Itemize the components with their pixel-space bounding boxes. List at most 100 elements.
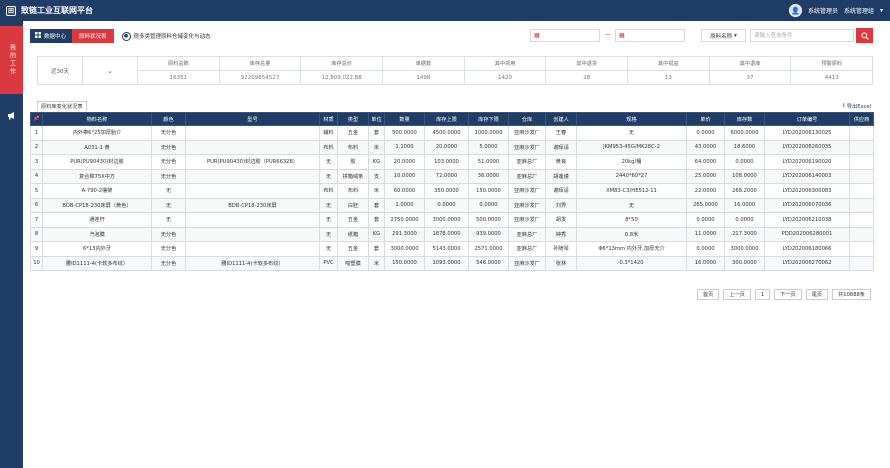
table-cell: 张林 <box>545 255 577 271</box>
table-cell: PUR(PU90430)封边胶（PUR66328） <box>185 154 320 170</box>
table-row[interactable]: 8 汽泡膜 无分色 无纸箱 KG 291.3000 1878.0000 939.0000 亚麻总… <box>30 226 874 242</box>
hint-text: 很多类管理原料仓储变化与动态 <box>133 34 211 40</box>
chevron-down-icon[interactable]: ▾ <box>879 7 883 14</box>
report-tab-button[interactable]: 原料状况表 <box>72 29 114 43</box>
table-cell: 36.0000 <box>468 168 509 184</box>
column-header[interactable]: 物料名称 <box>42 112 152 126</box>
search-field-select[interactable]: 原料名称 ▾ <box>701 29 746 42</box>
search-button[interactable] <box>856 28 873 43</box>
stat-value: 13 <box>664 74 672 81</box>
current-page-button[interactable]: 1 <box>754 289 771 300</box>
data-center-button[interactable]: 数据中心 <box>30 29 73 43</box>
table-row[interactable]: 7 通连杆无无五金套 2750.0000 3000.0000 500.0000 亚麻沙发厂… <box>30 212 874 228</box>
table-cell: 辅料 <box>319 125 338 141</box>
table-cell: 纸箱 <box>337 226 369 242</box>
table-cell: 939.0000 <box>468 226 509 242</box>
table-header-row: 📌 物料名称 颜色 型号 材质 类型 单位 数量 库存上限 库存下限 仓库 创建人 规格 单价 库存数 订单编… <box>30 112 874 126</box>
user-name[interactable]: 系统管理员 <box>807 8 838 15</box>
table-cell: 150.0000 <box>384 255 425 271</box>
table-cell: 2571.0000 <box>468 241 509 257</box>
stat-label: 单据数 <box>383 57 464 71</box>
megaphone-icon[interactable] <box>0 107 23 123</box>
column-header[interactable]: 单价 <box>686 112 725 126</box>
table-cell: 1000.0000 <box>468 125 509 141</box>
column-header[interactable]: 仓库 <box>508 112 546 126</box>
column-header[interactable]: 库存下限 <box>468 112 509 126</box>
table-cell: 黄良 <box>545 154 577 170</box>
table-cell: 6000.0000 <box>724 125 765 141</box>
table-row[interactable]: 9 6*13内外牙 无分色无五金套 3000.0000 5143.0000 2571.00… <box>30 241 874 257</box>
table-cell <box>849 255 874 271</box>
table-row[interactable]: 4 复合棉75X中方 无分色 无拼箱绒条支 10.0000 72.0000 36.0000 亚… <box>30 168 874 184</box>
table-cell: 0.0000 <box>468 197 509 213</box>
pin-icon[interactable]: 📌 <box>30 112 43 126</box>
table-cell: 20.0000 <box>424 139 469 155</box>
column-header[interactable]: 型号 <box>185 112 320 126</box>
table-cell: 3 <box>30 154 43 170</box>
table-row[interactable]: 5 A-790-2摆架无布料 布料米 60.0000 350.0000 150.0000 亚… <box>30 183 874 199</box>
stat-value: 92209854527 <box>240 74 280 81</box>
stat-column: 单据数 1498 <box>383 57 465 84</box>
table-caption: 原料库变化状况表 <box>37 101 87 111</box>
table-cell: 套 <box>368 125 385 141</box>
user-role[interactable]: 系统管理组 <box>843 8 874 15</box>
table-row[interactable]: 2 A031-1 黄无分色 布料 布料米 1.1000 20.0000 5.0000 亚麻沙发… <box>30 139 874 155</box>
table-cell: 43.0000 <box>686 139 725 155</box>
table-cell: LYD202006180066 <box>764 241 850 257</box>
search-icon <box>860 31 869 40</box>
search-input[interactable] <box>750 29 854 42</box>
start-date-input[interactable]: ▦ <box>530 29 600 42</box>
column-header[interactable]: 颜色 <box>151 112 186 126</box>
table-cell: 胡发 <box>545 212 577 228</box>
table-cell: 1878.0000 <box>424 226 469 242</box>
first-page-button[interactable]: 首页 <box>696 289 720 300</box>
last-page-button[interactable]: 尾页 <box>805 289 829 300</box>
column-header[interactable]: 创建人 <box>545 112 577 126</box>
table-cell: 内外带6°25加厚胎介 <box>42 125 152 141</box>
column-header[interactable]: 供应商 <box>849 112 874 126</box>
table-cell: 腰ID1111-4(卡软多布纹） <box>42 255 152 271</box>
chevron-down-icon[interactable]: ⌄ <box>83 57 138 84</box>
table-cell: 无 <box>151 183 186 199</box>
stat-label: 库存总价 <box>301 57 383 71</box>
column-header[interactable]: 规格 <box>576 112 687 126</box>
table-cell: KG <box>368 154 385 170</box>
table-cell: BDB-CP18-230床屏 <box>185 197 320 213</box>
column-header[interactable]: 数量 <box>384 112 425 126</box>
date-separator: — <box>605 31 611 38</box>
next-page-button[interactable]: 下一页 <box>774 289 802 300</box>
column-header[interactable]: 类型 <box>337 112 369 126</box>
table-cell: 217.3000 <box>724 226 765 242</box>
table-cell: 支 <box>368 168 385 184</box>
table-cell: 亚麻沙发厂 <box>508 212 546 228</box>
column-header[interactable]: 订单编号 <box>764 112 850 126</box>
table-cell <box>849 197 874 213</box>
sidebar-item-my-work[interactable]: 我的工作 <box>0 26 23 94</box>
table-cell: 6 <box>30 197 43 213</box>
stat-column: 其中退货 28 <box>546 57 629 84</box>
table-cell: LYD202006070036 <box>764 197 850 213</box>
table-cell: 亚麻总厂 <box>508 154 546 170</box>
user-area[interactable]: 👤 系统管理员 系统管理组 ▾ <box>788 0 883 21</box>
table-cell: 1.1000 <box>384 139 425 155</box>
calendar-icon: ▦ <box>619 32 625 39</box>
table-cell: 亚麻沙发厂 <box>508 255 546 271</box>
table-row[interactable]: 1 内外带6°25加厚胎介 无分色 辅料 五金套 500.0000 4500.0000 100… <box>30 125 874 141</box>
table-row[interactable]: 10 腰ID1111-4(卡软多布纹） 无分色 腰ID1111-4(卡软多布纹） PVC… <box>30 255 874 271</box>
stat-column: 其中领用 1420 <box>464 57 547 84</box>
prev-page-button[interactable]: 上一页 <box>723 289 751 300</box>
export-excel-button[interactable]: ⭳ 导出Excel <box>843 101 871 111</box>
column-header[interactable]: 材质 <box>319 112 338 126</box>
table-row[interactable]: 6 BDB-CP18-230床屏（黄色）无 BDB-CP18-230床屏无白胚套 1.… <box>30 197 874 213</box>
end-date-input[interactable]: ▦ <box>615 29 685 42</box>
stat-value: 16351 <box>169 74 188 81</box>
column-header[interactable]: 库存上限 <box>424 112 469 126</box>
column-header[interactable]: 单位 <box>368 112 385 126</box>
table-cell <box>849 183 874 199</box>
table-row[interactable]: 3 PUR(PU90430)封边胶 无分色 PUR(PU90430)封边胶（PUR66… <box>30 154 874 170</box>
avatar[interactable]: 👤 <box>788 4 802 17</box>
table-cell: LYD202006190020 <box>764 154 850 170</box>
table-cell: 布料 <box>319 139 338 155</box>
column-header[interactable]: 库存数 <box>724 112 765 126</box>
table-cell: A031-1 黄 <box>42 139 152 155</box>
